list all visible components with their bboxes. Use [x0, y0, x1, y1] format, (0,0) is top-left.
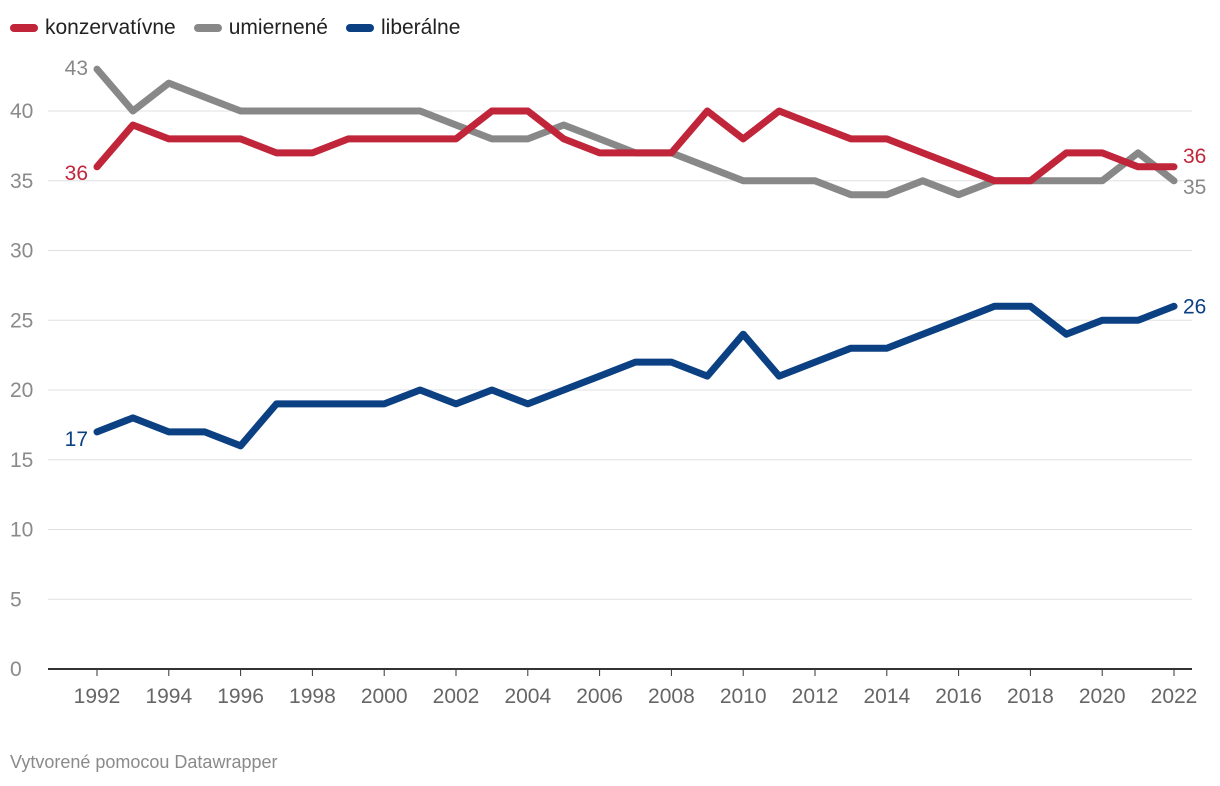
x-tick-label-15: 2022 — [1151, 685, 1198, 708]
legend-item-umiernene: umiernené — [193, 16, 328, 40]
legend-label-liberalne: liberálne — [380, 16, 461, 39]
x-tick-label-2: 1996 — [217, 685, 264, 708]
y-tick-label-2: 10 — [10, 519, 33, 542]
legend: konzervatívne umiernené liberálne — [10, 16, 478, 40]
y-tick-label-4: 20 — [10, 379, 33, 402]
x-tick-label-6: 2004 — [504, 685, 551, 708]
x-tick-label-1: 1994 — [145, 685, 192, 708]
y-tick-label-0: 0 — [10, 658, 22, 681]
y-tick-label-6: 30 — [10, 240, 33, 263]
x-tick-label-7: 2006 — [576, 685, 623, 708]
series-start-label-2: 17 — [65, 428, 88, 451]
legend-label-umiernene: umiernené — [228, 16, 328, 39]
x-tick-label-9: 2010 — [720, 685, 767, 708]
series-end-label-2: 26 — [1183, 295, 1206, 318]
series-start-label-1: 43 — [65, 57, 88, 80]
y-tick-label-1: 5 — [10, 588, 22, 611]
x-tick-label-13: 2018 — [1007, 685, 1054, 708]
y-tick-label-3: 15 — [10, 449, 33, 472]
x-tick-label-8: 2008 — [648, 685, 695, 708]
x-tick-label-11: 2014 — [863, 685, 910, 708]
legend-swatch-liberalne — [345, 24, 374, 32]
series-end-label-1: 35 — [1183, 176, 1206, 199]
x-tick-label-4: 2000 — [361, 685, 408, 708]
legend-swatch-umiernene — [193, 24, 222, 32]
x-tick-label-0: 1992 — [74, 685, 121, 708]
y-tick-label-5: 25 — [10, 309, 33, 332]
series-line-1 — [93, 65, 1178, 199]
y-tick-label-7: 35 — [10, 170, 33, 193]
legend-swatch-konzervativne — [10, 24, 38, 32]
series-start-label-0: 36 — [65, 162, 88, 185]
legend-item-konzervativne: konzervatívne — [10, 16, 176, 40]
series-end-label-0: 36 — [1183, 145, 1206, 168]
x-tick-label-3: 1998 — [289, 685, 336, 708]
x-tick-label-10: 2012 — [792, 685, 839, 708]
legend-label-konzervativne: konzervatívne — [45, 16, 176, 39]
series-line-2 — [93, 302, 1178, 450]
x-tick-label-14: 2020 — [1079, 685, 1126, 708]
y-tick-label-8: 40 — [10, 100, 33, 123]
series-line-0 — [93, 107, 1178, 185]
x-tick-label-12: 2016 — [935, 685, 982, 708]
legend-item-liberalne: liberálne — [345, 16, 461, 40]
x-tick-label-5: 2002 — [433, 685, 480, 708]
credit-text: Vytvorené pomocou Datawrapper — [10, 752, 278, 772]
